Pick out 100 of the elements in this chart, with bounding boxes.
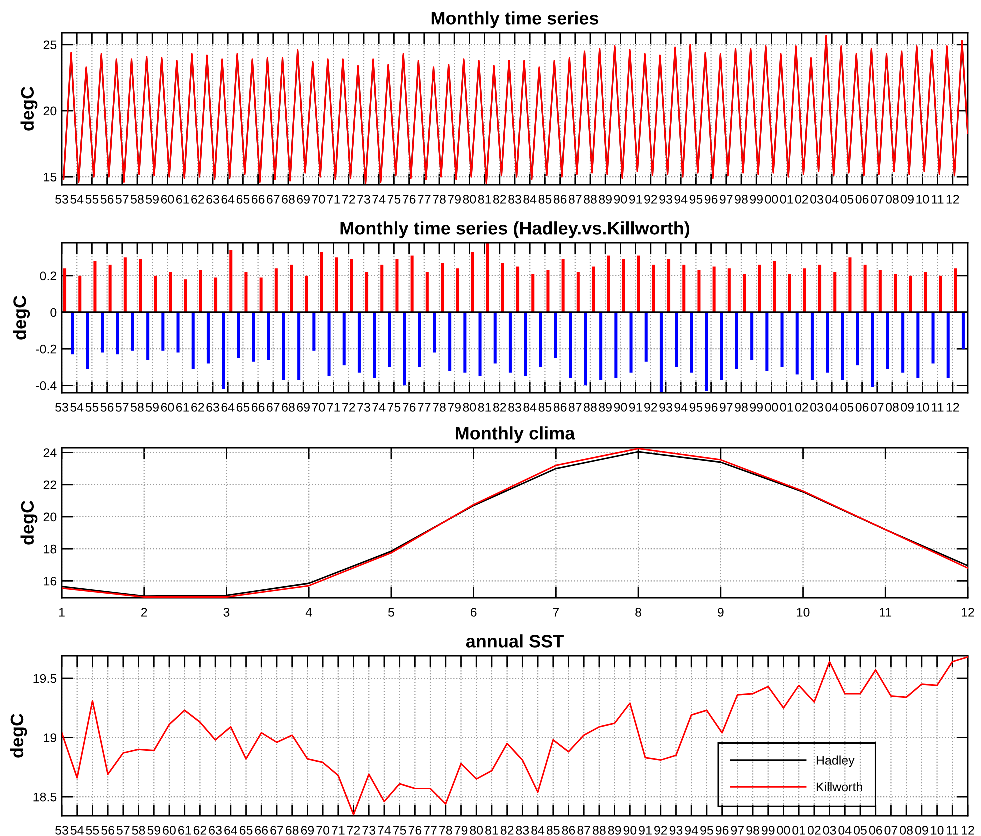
x-tick-label: 73: [362, 826, 376, 835]
x-tick-label: 84: [532, 826, 545, 835]
x-tick-label: 05: [854, 826, 867, 835]
x-tick-label: 80: [470, 826, 484, 835]
x-tick-label: 75: [388, 195, 401, 204]
y-tick-label: 19.5: [34, 674, 57, 684]
x-tick-label: 94: [685, 826, 698, 835]
x-tick-label: 85: [546, 826, 560, 835]
x-tick-label: 86: [554, 195, 567, 204]
y-tick-label: 0: [50, 308, 57, 318]
x-tick-label: 79: [448, 195, 461, 204]
x-tick-label: 95: [690, 195, 703, 204]
x-tick-label: 86: [562, 826, 576, 835]
x-tick-label: 80: [463, 403, 476, 412]
x-tick-label: 54: [70, 826, 84, 835]
x-tick-label: 64: [222, 403, 235, 412]
x-tick-label: 54: [70, 403, 84, 412]
x-tick-label: 71: [332, 826, 345, 835]
chart-title: Monthly clima: [456, 426, 576, 444]
x-tick-label: 3: [224, 608, 230, 617]
chart-title: Monthly time series: [432, 12, 599, 28]
x-tick-label: 93: [660, 195, 672, 204]
x-tick-label: 10: [797, 608, 810, 617]
x-tick-label: 93: [660, 403, 672, 412]
x-tick-label: 88: [584, 403, 597, 412]
x-tick-label: 09: [915, 826, 928, 835]
x-tick-label: 96: [716, 826, 729, 835]
x-tick-label: 56: [100, 403, 114, 412]
x-tick-label: 97: [731, 826, 744, 835]
x-tick-label: 79: [448, 403, 461, 412]
x-tick-label: 03: [823, 826, 836, 835]
x-tick-label: 10: [916, 403, 930, 412]
x-tick-label: 88: [584, 195, 597, 204]
x-tick-label: 77: [418, 403, 431, 412]
x-tick-label: 61: [176, 195, 190, 204]
x-tick-label: 79: [454, 826, 468, 835]
x-tick-label: 11: [880, 608, 892, 617]
y-tick-label: 18.5: [34, 792, 57, 802]
x-tick-label: 92: [644, 403, 658, 412]
x-tick-label: 83: [508, 403, 522, 412]
x-tick-label: 08: [900, 826, 913, 835]
x-tick-label: 56: [102, 826, 114, 835]
x-tick-label: 76: [408, 826, 422, 835]
x-tick-label: 9: [718, 608, 724, 617]
x-tick-label: 00: [765, 403, 778, 412]
x-tick-label: 69: [297, 403, 310, 412]
x-tick-label: 87: [578, 826, 590, 835]
x-tick-label: 95: [700, 826, 714, 835]
x-tick-label: 60: [161, 403, 174, 412]
x-tick-label: 61: [178, 826, 192, 835]
x-tick-label: 62: [192, 195, 204, 204]
x-tick-label: 83: [508, 195, 522, 204]
x-tick-label: 92: [654, 826, 668, 835]
y-tick-label: 16: [44, 576, 57, 586]
x-tick-label: 92: [644, 195, 658, 204]
x-tick-label: 78: [433, 403, 446, 412]
x-tick-label: 66: [252, 403, 265, 412]
x-tick-label: 65: [236, 403, 250, 412]
x-tick-label: 65: [236, 195, 250, 204]
x-tick-label: 68: [282, 195, 295, 204]
x-tick-label: 64: [224, 826, 238, 835]
x-tick-label: 04: [838, 826, 852, 835]
x-tick-label: 81: [478, 403, 492, 412]
x-tick-label: 66: [252, 195, 265, 204]
x-tick-label: 99: [762, 826, 775, 835]
x-tick-label: 87: [568, 195, 582, 204]
x-tick-label: 12: [962, 608, 974, 617]
x-tick-label: 78: [433, 195, 446, 204]
x-tick-label: 82: [493, 403, 506, 412]
x-tick-label: 93: [670, 826, 683, 835]
x-tick-label: 96: [704, 195, 718, 204]
x-tick-label: 67: [267, 195, 280, 204]
x-tick-label: 59: [148, 826, 160, 835]
x-tick-label: 03: [810, 403, 824, 412]
x-tick-label: 8: [636, 608, 642, 617]
y-axis-title: degC: [20, 500, 38, 545]
x-tick-label: 82: [493, 195, 506, 204]
x-tick-label: 90: [624, 826, 637, 835]
x-tick-label: 6: [470, 608, 477, 617]
x-tick-label: 07: [870, 195, 884, 204]
y-tick-label: 0.2: [40, 272, 57, 281]
x-tick-label: 08: [886, 195, 899, 204]
x-tick-label: 55: [86, 826, 100, 835]
x-tick-label: 02: [795, 195, 808, 204]
x-tick-label: 09: [901, 403, 914, 412]
x-tick-label: 98: [746, 826, 760, 835]
x-tick-label: 91: [639, 826, 652, 835]
x-tick-label: 66: [255, 826, 268, 835]
y-tick-label: 25: [44, 40, 57, 50]
x-tick-label: 74: [372, 403, 386, 412]
x-tick-label: 57: [116, 195, 129, 204]
y-tick-label: 20: [44, 106, 57, 116]
x-tick-label: 04: [826, 195, 839, 204]
x-tick-label: 74: [372, 195, 386, 204]
x-tick-label: 01: [792, 826, 806, 835]
x-tick-label: 55: [86, 403, 99, 412]
x-tick-label: 05: [840, 403, 854, 412]
x-tick-label: 88: [593, 826, 606, 835]
x-tick-label: 56: [100, 195, 114, 204]
y-tick-label: 20: [44, 512, 57, 522]
